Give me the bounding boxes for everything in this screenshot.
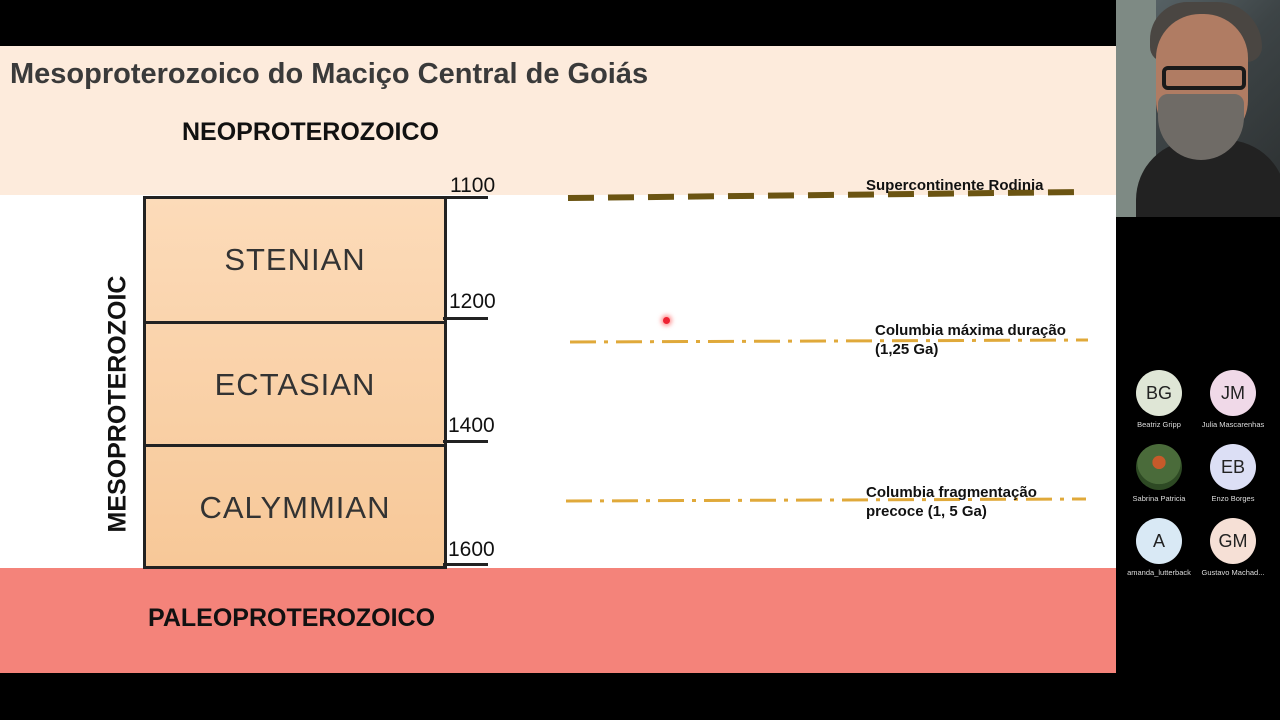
avatar: A [1136, 518, 1182, 564]
columbia-frag-line [565, 497, 1087, 503]
event-columbia-frag: Columbia fragmentação precoce (1, 5 Ga) [866, 483, 1037, 521]
paleoproterozoic-band [0, 568, 1116, 673]
event-columbia-max: Columbia máxima duração (1,25 Ga) [875, 321, 1066, 359]
participant-tile[interactable]: BG Beatriz Gripp [1122, 370, 1196, 429]
presentation-slide: Mesoproterozoico do Maciço Central de Go… [0, 46, 1116, 673]
participant-tile[interactable]: Sabrina Patricia [1122, 444, 1196, 503]
age-tick [443, 196, 488, 199]
avatar: EB [1210, 444, 1256, 490]
participant-name: amanda_lutterback [1127, 568, 1191, 577]
era-label-top: NEOPROTEROZOICO [182, 118, 439, 146]
event-columbia-frag-line2: precoce (1, 5 Ga) [866, 503, 987, 520]
presenter-video[interactable] [1116, 0, 1280, 217]
age-label-1100: 1100 [450, 174, 496, 197]
age-tick [443, 563, 488, 566]
period-stenian: STENIAN [224, 242, 366, 277]
columbia-max-line [569, 338, 1089, 344]
avatar-photo [1136, 444, 1182, 490]
participant-name: Gustavo Machad... [1201, 568, 1265, 577]
avatar: GM [1210, 518, 1256, 564]
participant-name: Julia Mascarenhas [1201, 420, 1265, 429]
participant-name: Beatriz Gripp [1137, 420, 1181, 429]
event-columbia-max-line1: Columbia máxima duração [875, 322, 1066, 339]
age-tick [443, 440, 488, 443]
laser-pointer [663, 317, 670, 324]
event-columbia-max-line2: (1,25 Ga) [875, 341, 939, 358]
era-label-bottom: PALEOPROTEROZOICO [148, 604, 436, 632]
age-label-1200: 1200 [449, 290, 496, 313]
participant-name: Sabrina Patricia [1132, 494, 1186, 503]
avatar: BG [1136, 370, 1182, 416]
participant-tile[interactable]: JM Julia Mascarenhas [1196, 370, 1270, 429]
avatar: JM [1210, 370, 1256, 416]
event-columbia-frag-line1: Columbia fragmentação [866, 484, 1037, 501]
participant-tile[interactable]: GM Gustavo Machad... [1196, 518, 1270, 577]
event-lines [565, 189, 1089, 503]
slide-title: Mesoproterozoico do Maciço Central de Go… [10, 58, 649, 90]
period-column: STENIAN ECTASIAN CALYMMIAN [143, 196, 447, 569]
age-tick [443, 317, 488, 320]
participant-tile[interactable]: A amanda_lutterback [1122, 518, 1196, 577]
neoproterozoic-band [0, 46, 1116, 195]
period-ectasian: ECTASIAN [146, 321, 444, 446]
participant-name: Enzo Borges [1211, 494, 1255, 503]
rodinia-line [567, 189, 1085, 201]
event-rodinia-line1: Supercontinente Rodinia [866, 177, 1044, 194]
age-label-1400: 1400 [448, 414, 495, 437]
age-label-1600: 1600 [448, 538, 495, 561]
participant-tile[interactable]: EB Enzo Borges [1196, 444, 1270, 503]
period-calymmian: CALYMMIAN [146, 444, 444, 569]
event-rodinia: Supercontinente Rodinia [866, 176, 1044, 195]
